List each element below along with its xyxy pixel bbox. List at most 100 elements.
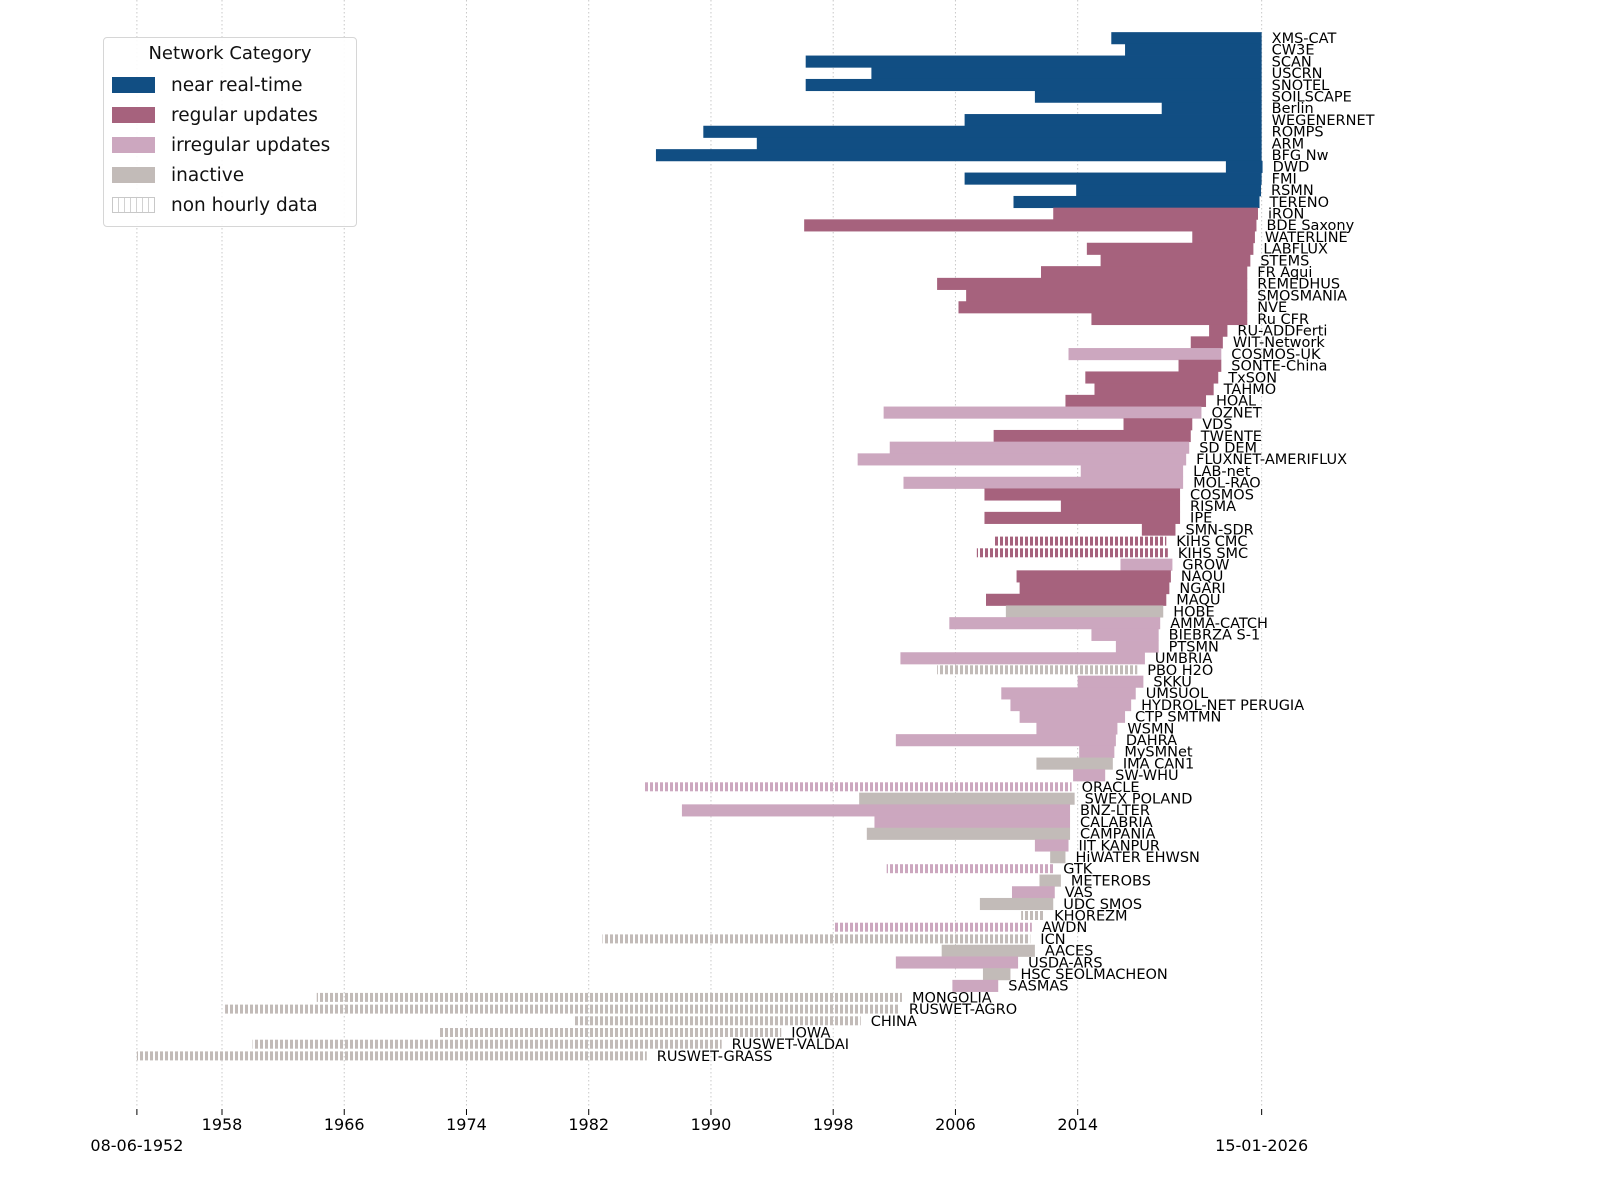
network-label: AWDN	[1042, 920, 1087, 936]
network-label: PBO H2O	[1147, 663, 1213, 679]
legend-label: regular updates	[171, 104, 318, 126]
bar-iron	[1053, 207, 1258, 220]
network-label: TWENTE	[1200, 429, 1262, 445]
network-label: LAB-net	[1193, 464, 1251, 480]
legend-label: non hourly data	[171, 194, 318, 216]
network-label: HOAL	[1216, 394, 1256, 410]
network-label: USCRN	[1272, 66, 1323, 82]
network-label: SONTE-China	[1231, 359, 1327, 375]
network-label: RISMA	[1190, 499, 1236, 515]
network-label: WSMN	[1127, 721, 1174, 737]
network-label: GTK	[1063, 862, 1093, 878]
network-label: WATERLINE	[1265, 230, 1348, 246]
network-label: SCAN	[1272, 54, 1312, 70]
x-tick-label: 1966	[324, 1115, 365, 1134]
bar-uscrn	[871, 67, 1262, 80]
bar-ruswet-agro	[225, 1004, 899, 1014]
network-label: PTSMN	[1169, 639, 1219, 655]
bar-txson	[1085, 371, 1219, 384]
bar-mongolia	[316, 992, 902, 1002]
bar-twente	[993, 429, 1191, 443]
network-label: KHOREZM	[1054, 909, 1128, 925]
bar-cosmos	[984, 488, 1181, 501]
network-label: RUSWET-AGRO	[909, 1002, 1017, 1018]
x-tick-label: 1982	[568, 1115, 609, 1134]
network-label: MONGOLIA	[912, 990, 992, 1006]
bar-skku	[1077, 675, 1144, 688]
x-axis: 1958 1966 1974 1982 1990 1998 2006 2014 08-06-19…	[90, 1109, 1308, 1155]
network-label: HYDROL-NET PERUGIA	[1141, 698, 1304, 714]
network-label: BFG Nw	[1272, 148, 1329, 164]
bar-risma	[1060, 500, 1181, 513]
bar-swex-poland	[859, 792, 1075, 805]
network-label: MAQU	[1176, 593, 1220, 609]
bar-remedhus	[937, 277, 1248, 290]
network-label: ARM	[1272, 136, 1305, 152]
x-tick-label: 1958	[202, 1115, 243, 1134]
network-label: SD DEM	[1199, 441, 1257, 457]
legend-title: Network Category	[148, 43, 312, 64]
bar-fluxnet-ameriflux	[857, 453, 1187, 466]
x-tick-label: 1990	[691, 1115, 732, 1134]
network-label: DWD	[1273, 160, 1310, 176]
network-label: CHINA	[871, 1014, 917, 1030]
bar-biebrza-s-1	[1091, 628, 1159, 641]
bar-oznet	[883, 406, 1202, 419]
network-label: AACES	[1045, 944, 1093, 960]
bar-grow	[1120, 558, 1173, 571]
bar-sw-whu	[1073, 769, 1106, 782]
x-end-date-label: 15-01-2026	[1215, 1136, 1308, 1155]
bar-rsmn	[1076, 184, 1262, 197]
bar-mol-rao	[903, 476, 1184, 489]
network-label: SMN-SDR	[1185, 522, 1253, 538]
legend-label: irregular updates	[171, 134, 331, 156]
bar-arm	[756, 137, 1262, 150]
legend-label: inactive	[171, 164, 245, 186]
bar-vds	[1123, 418, 1193, 431]
network-label: REMEDHUS	[1257, 277, 1340, 293]
bar-sd-dem	[889, 441, 1190, 454]
network-label: XMS-CAT	[1272, 31, 1337, 47]
legend-swatch-regular-updates	[112, 107, 155, 123]
network-label: IPE	[1190, 511, 1212, 527]
bar-stems	[1100, 254, 1251, 267]
network-label: TERENO	[1269, 195, 1330, 211]
x-tick-label: 2014	[1057, 1115, 1098, 1134]
legend-item-regular-updates: regular updates	[112, 104, 318, 126]
legend-item-irregular-updates: irregular updates	[112, 134, 330, 156]
network-label: BNZ-LTER	[1080, 803, 1150, 819]
network-label: SASMAS	[1008, 979, 1068, 995]
bar-oracle	[643, 782, 1072, 792]
bar-scan	[805, 55, 1262, 68]
bar-xms-cat	[1111, 32, 1262, 45]
bar-waterline	[1192, 231, 1255, 244]
network-label: COSMOS-UK	[1231, 347, 1321, 363]
network-label: HSC SEOLMACHEON	[1020, 967, 1167, 983]
bar-iowa	[438, 1028, 782, 1037]
bar-tahmo	[1094, 383, 1214, 396]
bar-bde-saxony	[804, 219, 1257, 232]
legend-item-near-real-time: near real-time	[112, 74, 302, 96]
network-label: KIHS CMC	[1176, 534, 1247, 550]
network-label: NVE	[1257, 300, 1287, 316]
bar-ruswet-grass	[136, 1051, 647, 1061]
bar-ctp-smtmn	[1019, 710, 1126, 723]
bar-calabria	[874, 816, 1071, 829]
network-label: RSMN	[1271, 183, 1314, 199]
legend-swatch-non-hourly-data	[112, 197, 155, 213]
bar-meterobs	[1039, 874, 1061, 887]
bar-kihs-smc	[976, 548, 1168, 558]
bar-bnz-lter	[681, 804, 1071, 817]
bar-ipe	[984, 511, 1181, 524]
network-label: WEGENERNET	[1272, 113, 1375, 129]
bar-sonte-china	[1178, 359, 1222, 372]
bar-wit-network	[1190, 336, 1223, 349]
network-label: METEROBS	[1071, 873, 1151, 889]
network-label: TAHMO	[1223, 382, 1276, 398]
x-tick-label: 2006	[935, 1115, 976, 1134]
bar-ima-can1	[1036, 757, 1113, 770]
network-labels: XMS-CATCW3ESCANUSCRNSNOTELSOILSCAPEBerli…	[657, 31, 1375, 1065]
bar-dwd	[1225, 160, 1263, 173]
x-tick-label: 1998	[813, 1115, 854, 1134]
